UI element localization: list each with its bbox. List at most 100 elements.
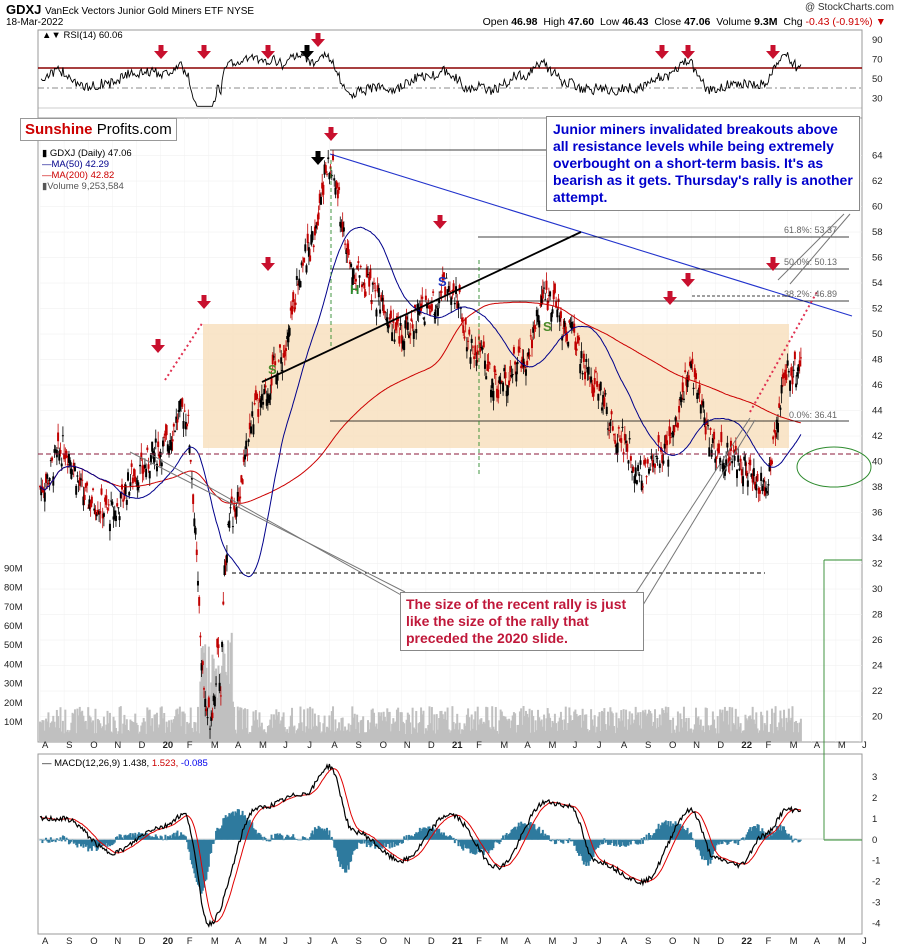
volume-bar	[135, 722, 138, 742]
macd-hist-bar	[168, 836, 171, 840]
candle-body	[678, 406, 681, 413]
volume-bar	[259, 726, 262, 742]
volume-bar	[705, 708, 708, 742]
candle-body	[744, 460, 747, 466]
volume-bar	[470, 714, 473, 742]
candle-body	[436, 308, 439, 316]
candle-body	[98, 511, 101, 515]
volume-bar	[567, 723, 570, 742]
macd-hist-bar	[187, 839, 190, 850]
candle-body	[297, 283, 300, 286]
candle-body	[269, 393, 272, 400]
candle-body	[304, 244, 307, 252]
volume-bar	[190, 727, 193, 742]
macd-hist-bar	[295, 839, 298, 840]
exchange: NYSE	[226, 6, 255, 17]
candle-body	[533, 325, 536, 329]
macd-hist-bar	[371, 839, 374, 843]
candle-body	[228, 520, 231, 528]
volume-bar	[580, 727, 583, 742]
candle-body	[680, 397, 683, 403]
macd-hist-bar	[77, 839, 80, 844]
price-tick-label: 32	[872, 559, 883, 570]
candle-body	[707, 425, 710, 427]
macd-hist-bar	[395, 839, 398, 846]
security-name: VanEck Vectors Junior Gold Miners ETF	[45, 6, 224, 17]
candle-body	[233, 504, 236, 510]
volume-bar	[397, 707, 400, 742]
candle-body	[483, 360, 486, 369]
volume-bar	[552, 722, 555, 742]
red-dotted-2022	[749, 289, 819, 413]
candle-body	[613, 434, 615, 436]
candle-body	[594, 371, 597, 373]
macd-hist-bar	[315, 828, 318, 840]
volume-bar	[293, 725, 296, 742]
volume-bar	[763, 723, 766, 742]
macd-hist-bar	[271, 838, 274, 840]
x-tick-label: N	[114, 936, 121, 947]
macd-hist-bar	[502, 835, 505, 840]
volume-bar	[498, 720, 501, 742]
volume-bar	[392, 718, 395, 742]
macd-hist-bar	[647, 832, 650, 840]
volume-bar	[252, 711, 255, 742]
volume-bar	[664, 706, 667, 742]
candle-body	[221, 641, 224, 648]
macd-hist-bar	[662, 823, 665, 840]
volume-bar	[652, 721, 655, 742]
candle-body	[95, 514, 98, 517]
volume-bar	[556, 730, 559, 742]
volume-bar	[707, 725, 710, 742]
volume-bar	[547, 713, 550, 742]
macd-hist-bar	[350, 839, 353, 862]
open-label: Open	[482, 16, 509, 28]
macd-hist-bar	[423, 827, 426, 840]
macd-hist-bar	[269, 839, 272, 842]
macd-hist-bar	[543, 835, 546, 840]
macd-legend-hist: -0.085	[180, 758, 208, 769]
macd-hist-bar	[442, 832, 445, 840]
macd-hist-bar	[130, 837, 133, 840]
candle-body	[603, 397, 606, 407]
pointer-red-left-2	[149, 453, 411, 601]
macd-hist-bar	[497, 839, 500, 843]
candle-body	[634, 467, 637, 477]
volume-bar	[486, 707, 489, 742]
macd-hist-bar	[47, 839, 50, 843]
volume-bar	[608, 725, 611, 742]
candle-body	[518, 347, 521, 349]
macd-hist-bar	[524, 824, 527, 840]
candle-body	[281, 369, 284, 371]
candle-body	[615, 444, 618, 454]
candle-body	[605, 406, 608, 414]
macd-hist-bar	[262, 839, 265, 841]
volume-bar	[599, 730, 602, 742]
macd-hist-bar	[184, 836, 187, 840]
candle-body	[449, 291, 451, 293]
macd-hist-bar	[591, 839, 594, 858]
macd-hist-bar	[254, 829, 257, 840]
x-tick-label: F	[766, 936, 772, 947]
volume-bar	[266, 726, 269, 742]
volume-bar	[306, 708, 309, 742]
macd-hist-bar	[347, 839, 350, 870]
volume-tick-label: 70M	[4, 602, 23, 613]
macd-hist-bar	[106, 839, 109, 847]
macd-tick-label: -1	[872, 856, 880, 867]
candle-body	[766, 490, 769, 494]
volume-bar	[63, 733, 66, 742]
macd-hist-bar	[727, 839, 730, 844]
macd-hist-bar	[740, 838, 743, 840]
volume-bar	[442, 718, 445, 742]
volume-bar	[122, 723, 125, 742]
macd-hist-bar	[162, 839, 164, 841]
macd-hist-bar	[342, 839, 345, 869]
macd-line	[39, 763, 802, 928]
volume-bar	[336, 728, 339, 742]
volume-bar	[209, 695, 212, 742]
macd-hist-bar	[481, 839, 484, 850]
arrow-head	[154, 51, 168, 59]
volume-bar	[512, 712, 515, 742]
candle-body	[606, 428, 609, 430]
